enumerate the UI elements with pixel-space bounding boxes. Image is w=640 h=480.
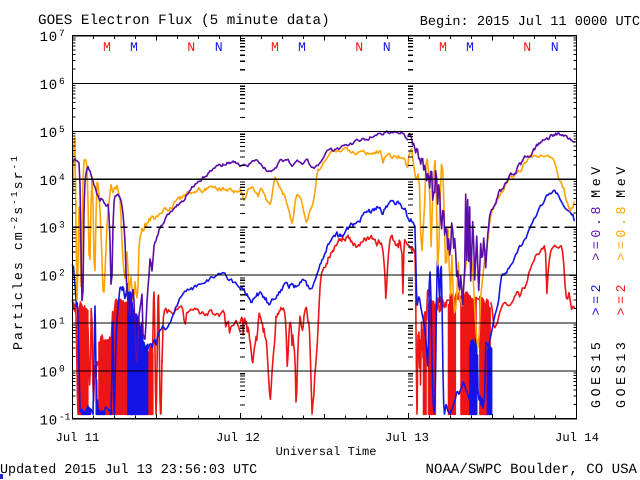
svg-text:NOAA/SWPC Boulder, CO USA: NOAA/SWPC Boulder, CO USA bbox=[426, 462, 638, 478]
svg-text:M: M bbox=[271, 40, 279, 55]
svg-text:10: 10 bbox=[40, 222, 58, 238]
svg-text:5: 5 bbox=[59, 124, 65, 135]
svg-text:N: N bbox=[187, 40, 195, 55]
svg-text:4: 4 bbox=[59, 172, 65, 183]
svg-text:M: M bbox=[130, 40, 138, 55]
svg-text:GOES15>=2>=0.8MeV: GOES15>=2>=0.8MeV bbox=[589, 163, 604, 408]
svg-text:1: 1 bbox=[59, 316, 65, 327]
svg-text:Jul 11: Jul 11 bbox=[56, 431, 100, 445]
svg-text:3: 3 bbox=[59, 220, 65, 231]
svg-text:M: M bbox=[439, 40, 447, 55]
svg-text:Jul 14: Jul 14 bbox=[555, 431, 599, 445]
svg-text:10: 10 bbox=[40, 318, 58, 334]
svg-text:10: 10 bbox=[40, 413, 58, 429]
svg-text:Jul 13: Jul 13 bbox=[385, 431, 429, 445]
svg-text:7: 7 bbox=[59, 28, 65, 39]
svg-text:Jul 12: Jul 12 bbox=[216, 431, 260, 445]
svg-text:Particles cm-2s-1sr-1: Particles cm-2s-1sr-1 bbox=[9, 154, 26, 350]
svg-text:10: 10 bbox=[40, 78, 58, 94]
svg-text:GOES13>=2>=0.8MeV: GOES13>=2>=0.8MeV bbox=[614, 163, 629, 408]
svg-text:Begin: 2015 Jul 11 0000 UTC: Begin: 2015 Jul 11 0000 UTC bbox=[420, 15, 640, 30]
svg-text:10: 10 bbox=[40, 365, 58, 381]
svg-text:N: N bbox=[551, 40, 559, 55]
svg-text:N: N bbox=[523, 40, 531, 55]
svg-text:10: 10 bbox=[40, 30, 58, 46]
svg-text:Universal Time: Universal Time bbox=[276, 445, 377, 459]
svg-text:10: 10 bbox=[40, 126, 58, 142]
svg-text:10: 10 bbox=[40, 174, 58, 190]
svg-text:GOES Electron Flux (5 minute d: GOES Electron Flux (5 minute data) bbox=[38, 13, 330, 29]
svg-text:N: N bbox=[383, 40, 391, 55]
svg-text:6: 6 bbox=[59, 76, 65, 87]
svg-text:-1: -1 bbox=[59, 411, 71, 422]
svg-text:N: N bbox=[355, 40, 363, 55]
svg-text:M: M bbox=[298, 40, 306, 55]
svg-text:M: M bbox=[466, 40, 474, 55]
svg-text:0: 0 bbox=[59, 363, 65, 374]
svg-text:Updated 2015 Jul 13 23:56:03 U: Updated 2015 Jul 13 23:56:03 UTC bbox=[0, 463, 257, 478]
svg-text:N: N bbox=[215, 40, 223, 55]
svg-text:M: M bbox=[103, 40, 111, 55]
svg-text:10: 10 bbox=[40, 270, 58, 286]
svg-text:2: 2 bbox=[59, 268, 65, 279]
